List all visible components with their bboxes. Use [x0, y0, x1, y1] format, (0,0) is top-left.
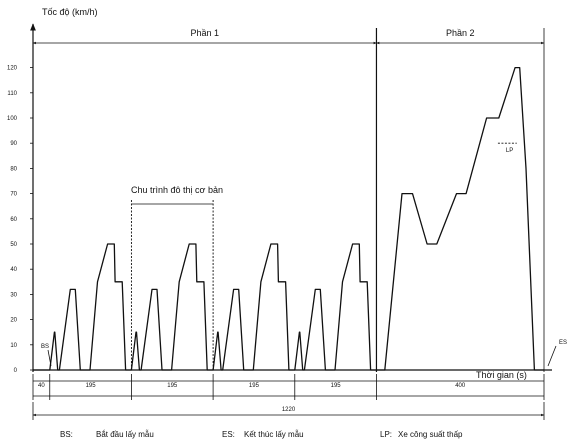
bs-marker-label: BS [41, 344, 49, 350]
y-tick-label: 120 [7, 66, 18, 72]
segment-label: 40 [38, 383, 45, 389]
legend: BS: Bắt đầu lấy mẫu ES: Kết thúc lấy mẫu… [60, 430, 463, 439]
total-duration-label: 1220 [282, 407, 296, 413]
legend-item-bs: BS: Bắt đầu lấy mẫu [60, 430, 154, 439]
y-tick-label: 40 [10, 267, 17, 273]
basic-cycle-bracket: Chu trình đô thị cơ bản [130, 185, 223, 370]
segment-label: 195 [331, 383, 342, 389]
legend-item-es: ES: Kết thúc lấy mẫu [222, 430, 304, 439]
y-tick-label: 20 [10, 318, 17, 324]
legend-lp-text: Xe công suất thấp [398, 430, 463, 439]
phase-label: Phần 2 [446, 28, 475, 38]
segment-label: 400 [455, 383, 466, 389]
y-tick-label: 110 [7, 91, 17, 97]
legend-bs-text: Bắt đầu lấy mẫu [96, 430, 154, 439]
segment-label: 195 [86, 383, 97, 389]
y-tick-label: 30 [10, 292, 17, 298]
speed-trace [33, 66, 544, 371]
lp-label: LP [506, 148, 513, 154]
bs-pointer [47, 349, 52, 367]
legend-es-key: ES: [222, 430, 235, 439]
x-axis-title: Thời gian (s) [476, 370, 527, 380]
segment-label: 195 [249, 383, 260, 389]
legend-lp-key: LP: [380, 430, 392, 439]
y-tick-label: 10 [10, 343, 17, 349]
segment-label: 195 [167, 383, 178, 389]
phase-brackets: Phần 1 Phần 2 [32, 28, 545, 372]
es-pointer [547, 345, 557, 367]
y-tick-label: 90 [10, 141, 17, 147]
basic-cycle-label: Chu trình đô thị cơ bản [131, 185, 223, 195]
y-tick-label: 60 [10, 217, 17, 223]
y-tick-label: 0 [14, 368, 18, 374]
legend-bs-key: BS: [60, 430, 73, 439]
phase-label: Phần 1 [190, 28, 219, 38]
es-marker-label: ES [559, 340, 567, 346]
y-tick-label: 100 [7, 116, 18, 122]
y-axis-title: Tốc độ (km/h) [42, 7, 98, 17]
total-duration: 1220 [32, 402, 545, 420]
segment-dimensions: 40 195 195 195 195 400 [32, 374, 545, 400]
y-tick-label: 70 [10, 192, 17, 198]
legend-es-text: Kết thúc lấy mẫu [244, 430, 304, 439]
y-ticks: 0 10 20 30 40 50 60 70 80 90 100 110 120 [7, 66, 33, 374]
y-tick-label: 80 [10, 166, 17, 172]
y-tick-label: 50 [10, 242, 17, 248]
legend-item-lp: LP: Xe công suất thấp [380, 430, 463, 439]
